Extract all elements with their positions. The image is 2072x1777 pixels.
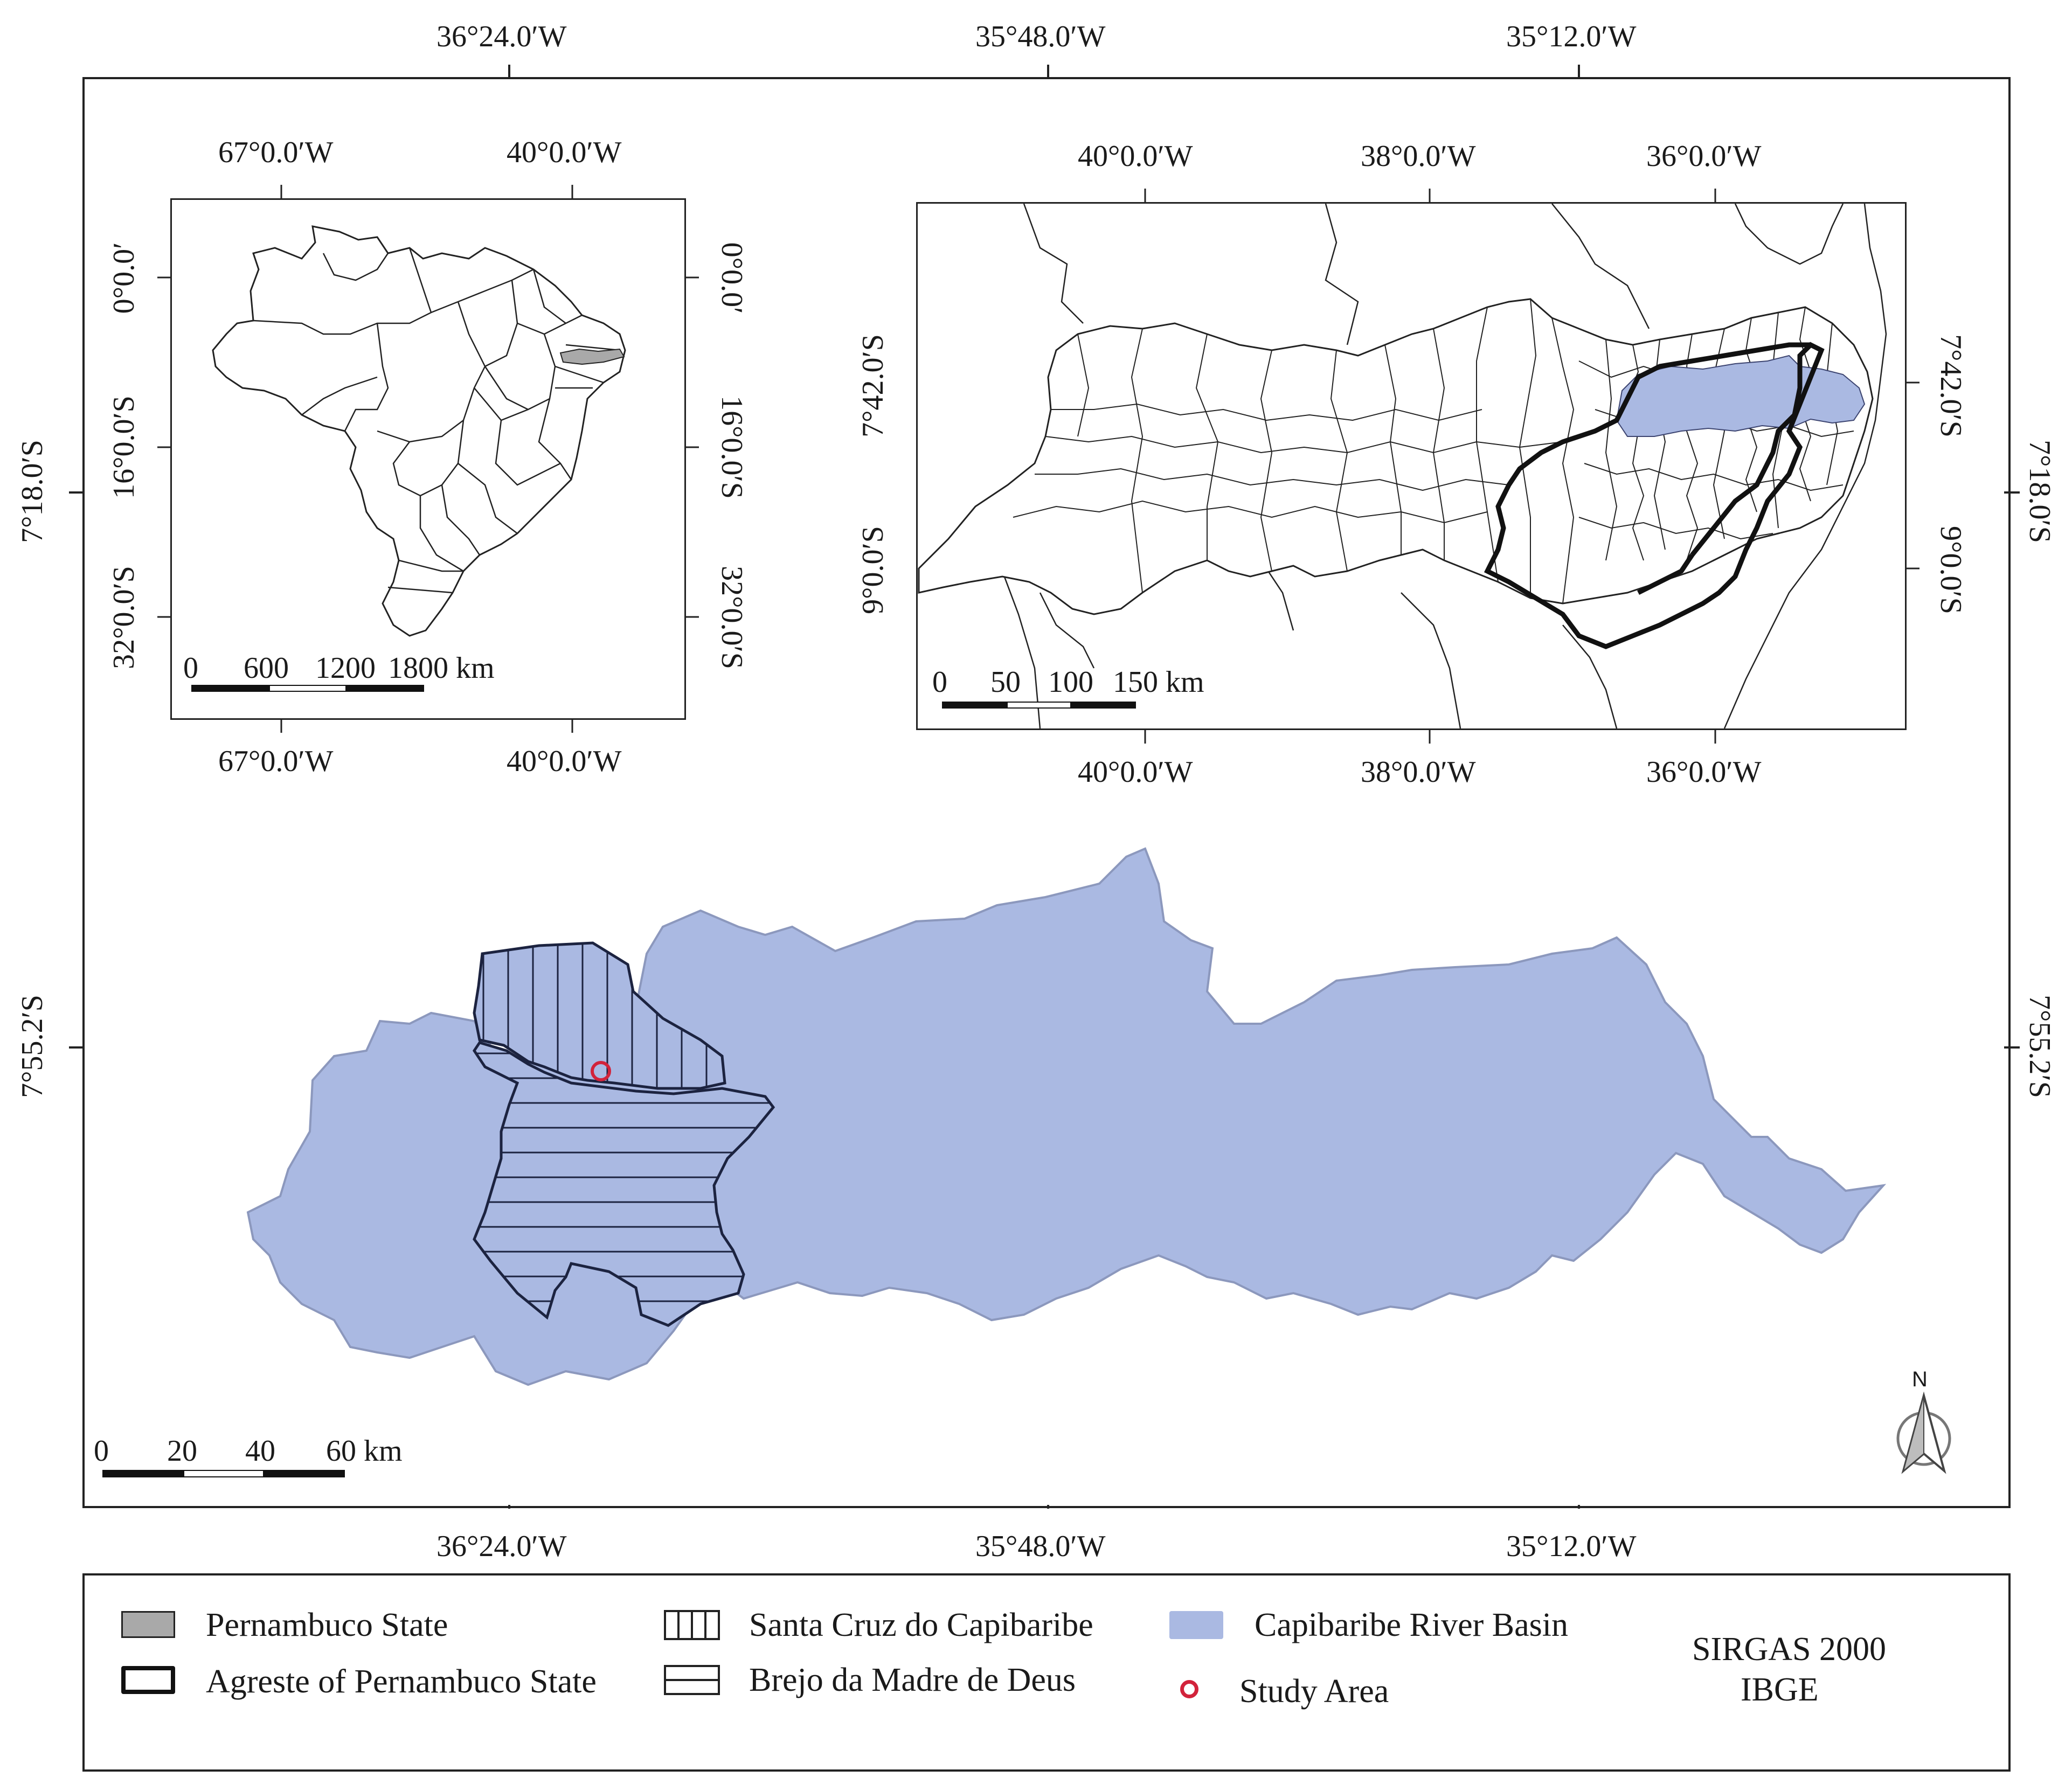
legend-crs: SIRGAS 2000: [1692, 1631, 1887, 1668]
main-top-tick-1: 36°24.0′W: [436, 20, 567, 53]
agreste-outline: [1484, 342, 1825, 649]
pe-scale-label-0: 0: [932, 665, 947, 699]
main-scale-bar: [102, 1470, 345, 1477]
legend-symbol-vertical-hatch: [664, 1610, 720, 1640]
legend-label-pernambuco-state: Pernambuco State: [206, 1607, 448, 1643]
main-bottom-tick-3: 35°12.0′W: [1506, 1530, 1637, 1563]
main-frame-ticks: [69, 65, 2020, 1509]
brazil-bottom-tick-1: 67°0.0′W: [218, 745, 334, 778]
main-scale-label-60: 60 km: [326, 1434, 403, 1468]
pe-bottom-tick-1: 40°0.0′W: [1078, 755, 1193, 789]
pe-top-tick-1: 40°0.0′W: [1078, 140, 1193, 173]
pe-left-tick-2: 9°0.0′S: [856, 526, 890, 614]
compass-icon: [1896, 1391, 1951, 1474]
santa-cruz-do-capibaribe: [473, 941, 726, 1090]
brazil-map-svg: [157, 185, 699, 733]
pernambuco-state-highlight: [559, 348, 625, 365]
brejo-da-madre-de-deus: [472, 1041, 775, 1327]
legend-label-capibaribe-basin: Capibaribe River Basin: [1255, 1607, 1568, 1643]
main-bottom-tick-1: 36°24.0′W: [436, 1530, 567, 1563]
pe-top-tick-2: 38°0.0′W: [1361, 140, 1476, 173]
pe-scale-label-50: 50: [990, 665, 1021, 699]
pe-scale-label-100: 100: [1048, 665, 1093, 699]
brazil-top-tick-1: 67°0.0′W: [218, 136, 334, 169]
legend-symbol-horizontal-hatch: [664, 1665, 720, 1695]
north-arrow: N: [1891, 1369, 1956, 1482]
brazil-scale-label-0: 0: [183, 651, 198, 685]
legend-label-study-area: Study Area: [1239, 1673, 1389, 1710]
brazil-scale-label-1200: 1200: [315, 651, 376, 685]
legend-symbol-gray-fill: [121, 1611, 175, 1638]
legend-label-agreste: Agreste of Pernambuco State: [206, 1663, 597, 1700]
main-scale-label-40: 40: [245, 1434, 275, 1468]
pe-left-tick-1: 7°42.0′S: [856, 334, 890, 438]
pe-right-tick-2: 9°0.0′S: [1934, 526, 1967, 614]
pe-top-tick-3: 36°0.0′W: [1646, 140, 1762, 173]
pe-scale-bar: [942, 702, 1136, 709]
pe-bottom-tick-2: 38°0.0′W: [1361, 755, 1476, 789]
capibaribe-river-basin: [246, 847, 1887, 1386]
main-bottom-tick-2: 35°48.0′W: [975, 1530, 1106, 1563]
main-map-frame: [82, 77, 2011, 1508]
brazil-bottom-tick-2: 40°0.0′W: [507, 745, 622, 778]
main-map-svg: [69, 65, 2020, 1509]
legend-symbol-thick-outline: [121, 1666, 175, 1694]
legend-frame: [82, 1573, 2011, 1772]
brazil-outline: [212, 225, 626, 637]
main-top-tick-3: 35°12.0′W: [1506, 20, 1637, 53]
main-top-tick-2: 35°48.0′W: [975, 20, 1106, 53]
pe-scale-label-150: 150 km: [1113, 665, 1204, 699]
brazil-scale-label-1800: 1800 km: [388, 651, 495, 685]
brazil-scale-bar: [191, 685, 424, 692]
legend-symbol-blue-fill: [1169, 1611, 1223, 1639]
pernambuco-map-svg: [916, 189, 1919, 744]
main-scale-label-20: 20: [167, 1434, 197, 1468]
pe-capibaribe-basin: [1616, 355, 1866, 437]
legend-symbol-red-circle: [1180, 1680, 1198, 1698]
legend-label-brejo: Brejo da Madre de Deus: [749, 1662, 1076, 1698]
legend-label-santa-cruz: Santa Cruz do Capibaribe: [749, 1607, 1093, 1643]
brazil-states: [253, 247, 620, 594]
pe-right-tick-1: 7°42.0′S: [1934, 334, 1967, 438]
pernambuco-outline: [918, 298, 1874, 615]
study-area-marker: [591, 1061, 611, 1081]
brazil-scale-label-600: 600: [244, 651, 289, 685]
north-label: N: [1912, 1368, 1928, 1391]
brazil-top-tick-2: 40°0.0′W: [507, 136, 622, 169]
pe-bottom-tick-3: 36°0.0′W: [1646, 755, 1762, 789]
legend-source: IBGE: [1741, 1671, 1819, 1708]
main-scale-label-0: 0: [94, 1434, 109, 1468]
